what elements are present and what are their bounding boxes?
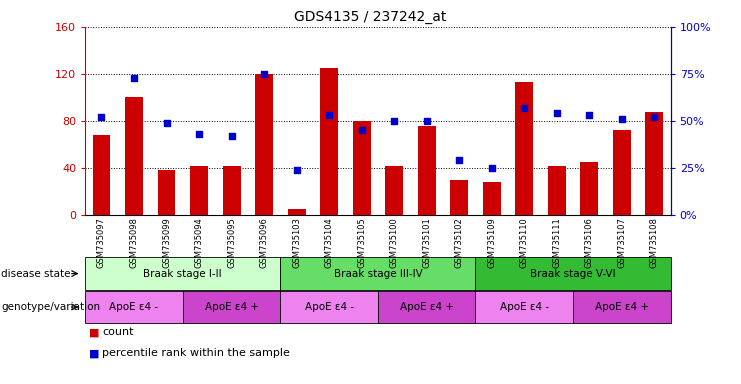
Text: ApoE ε4 -: ApoE ε4 -	[305, 302, 353, 312]
Text: GSM735110: GSM735110	[519, 217, 529, 268]
Bar	[515, 82, 534, 215]
Point	[616, 116, 628, 122]
Text: GSM735097: GSM735097	[97, 217, 106, 268]
Bar	[580, 162, 598, 215]
Bar	[320, 68, 338, 215]
Bar	[288, 209, 305, 215]
Text: GSM735102: GSM735102	[455, 217, 464, 268]
Text: count: count	[102, 327, 134, 337]
Point	[258, 71, 270, 77]
Text: ■: ■	[89, 327, 103, 337]
Point	[388, 118, 400, 124]
Text: GSM735101: GSM735101	[422, 217, 431, 268]
Text: GSM735094: GSM735094	[195, 217, 204, 268]
Text: GSM735108: GSM735108	[650, 217, 659, 268]
Point	[128, 74, 140, 81]
Text: GSM735098: GSM735098	[130, 217, 139, 268]
Point	[323, 112, 335, 118]
Point	[453, 157, 465, 164]
Text: disease state: disease state	[1, 268, 71, 279]
Point	[96, 114, 107, 120]
Text: GSM735099: GSM735099	[162, 217, 171, 268]
Text: GSM735109: GSM735109	[488, 217, 496, 268]
Text: ApoE ε4 +: ApoE ε4 +	[205, 302, 259, 312]
Text: Braak stage I-II: Braak stage I-II	[144, 268, 222, 279]
Point	[551, 110, 562, 116]
Point	[290, 167, 302, 173]
Point	[648, 114, 660, 120]
Bar	[255, 74, 273, 215]
Point	[225, 133, 237, 139]
Point	[518, 105, 530, 111]
Text: genotype/variation: genotype/variation	[1, 302, 101, 312]
Text: GSM735095: GSM735095	[227, 217, 236, 268]
Bar	[93, 135, 110, 215]
Text: GSM735111: GSM735111	[552, 217, 561, 268]
Bar	[483, 182, 501, 215]
Text: ApoE ε4 -: ApoE ε4 -	[499, 302, 549, 312]
Text: GSM735107: GSM735107	[617, 217, 626, 268]
Text: GSM735103: GSM735103	[292, 217, 301, 268]
Bar	[385, 166, 403, 215]
Point	[356, 127, 368, 134]
Bar	[158, 170, 176, 215]
Point	[161, 120, 173, 126]
Bar	[548, 166, 565, 215]
Bar	[613, 131, 631, 215]
Text: Braak stage III-IV: Braak stage III-IV	[333, 268, 422, 279]
Text: ApoE ε4 +: ApoE ε4 +	[399, 302, 453, 312]
Text: GSM735106: GSM735106	[585, 217, 594, 268]
Text: GSM735100: GSM735100	[390, 217, 399, 268]
Text: ApoE ε4 -: ApoE ε4 -	[110, 302, 159, 312]
Bar	[222, 166, 241, 215]
Text: percentile rank within the sample: percentile rank within the sample	[102, 348, 290, 358]
Bar	[645, 112, 663, 215]
Text: GSM735104: GSM735104	[325, 217, 333, 268]
Point	[421, 118, 433, 124]
Text: GSM735105: GSM735105	[357, 217, 366, 268]
Bar	[418, 126, 436, 215]
Bar	[190, 166, 208, 215]
Bar	[125, 98, 143, 215]
Text: Braak stage V-VI: Braak stage V-VI	[531, 268, 616, 279]
Text: ApoE ε4 +: ApoE ε4 +	[595, 302, 649, 312]
Text: GSM735096: GSM735096	[259, 217, 268, 268]
Bar	[451, 180, 468, 215]
Point	[583, 112, 595, 118]
Text: GDS4135 / 237242_at: GDS4135 / 237242_at	[294, 10, 447, 23]
Point	[486, 165, 498, 171]
Bar	[353, 121, 370, 215]
Text: ■: ■	[89, 348, 103, 358]
Point	[193, 131, 205, 137]
